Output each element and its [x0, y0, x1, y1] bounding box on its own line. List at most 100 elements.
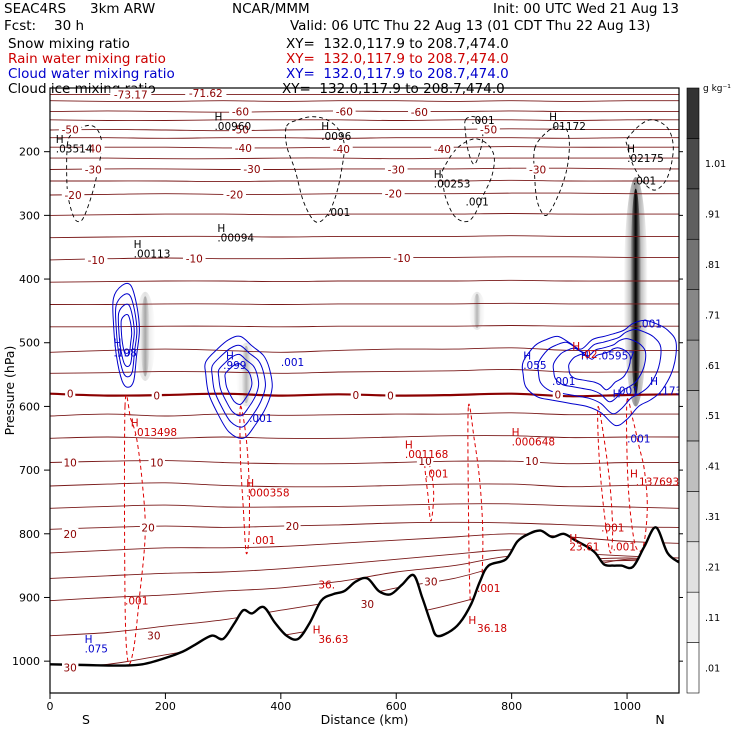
- isotherm-label-bg: [61, 456, 79, 468]
- shading-patch-core: [630, 188, 642, 395]
- colorbar-segment: [686, 491, 700, 543]
- isotherm-label: -20: [226, 189, 243, 201]
- isotherm-label: -50: [480, 124, 497, 136]
- colorbar-label: .81: [705, 260, 720, 271]
- isotherm-label: -30: [529, 165, 546, 177]
- y-tick-label: 600: [19, 400, 40, 413]
- temperature-isotherms: [50, 93, 679, 668]
- isotherm-line: [50, 100, 679, 102]
- plot-frame: [49, 87, 680, 694]
- contour-annotation-cloud: H: [650, 376, 658, 388]
- isotherm-label: 0: [387, 391, 394, 403]
- isotherm-label-bg: [229, 105, 252, 117]
- x-tick-label: 400: [270, 700, 291, 713]
- isotherm-label-bg: [185, 88, 227, 99]
- isotherm-label-bg: [65, 387, 76, 399]
- contour-annotation-rain: .013498: [134, 427, 177, 439]
- terrain-fill: [50, 527, 679, 693]
- contour-annotation-cloud: .001: [281, 357, 304, 369]
- isotherm-line: [50, 460, 679, 465]
- isotherm-label: -50: [232, 124, 249, 136]
- isotherm-label: -50: [62, 124, 79, 136]
- isotherm-label-bg: [359, 597, 376, 609]
- isotherm-label: 30: [64, 663, 77, 675]
- isotherm-label-bg: [139, 521, 157, 533]
- contour-annotation-rain: H: [313, 624, 321, 636]
- colorbar-segment: [686, 289, 700, 341]
- mixing-ratio-shading: [135, 177, 648, 407]
- contour-annotation-rain: H: [468, 615, 476, 627]
- fcst-label: Fcst:: [4, 18, 37, 34]
- isotherm-label-bg: [526, 163, 549, 175]
- colorbar-segment: [686, 440, 700, 492]
- contour-annotation-cloud: .001: [616, 386, 639, 398]
- isotherm-label: 30: [424, 577, 437, 589]
- isotherm-line: [50, 503, 679, 509]
- isotherm-label-bg: [350, 388, 361, 400]
- colorbar-segment: [686, 188, 700, 240]
- isotherm-line: [50, 235, 679, 239]
- contour-annotation-snow: .001: [327, 207, 350, 219]
- contour-annotation-cloud: .05957: [598, 350, 635, 362]
- field-name-cloud-water: Cloud water mixing ratio: [8, 66, 175, 82]
- isotherm-label: 10: [150, 457, 163, 469]
- contour-annotation-rain: 36.63: [318, 634, 348, 646]
- y-tick-label: 900: [19, 591, 40, 604]
- isotherm-label: -40: [434, 144, 451, 156]
- isotherm-label: 0: [67, 389, 74, 401]
- rain-contour: [424, 456, 435, 522]
- snow-contour: [625, 119, 674, 191]
- contour-annotation-snow: H: [321, 121, 329, 133]
- contour-annotation-snow: H: [56, 134, 64, 146]
- contour-annotation-cloud: H: [613, 389, 621, 401]
- isotherm-line: [50, 392, 679, 398]
- contour-annotation-rain: H: [246, 478, 254, 490]
- isotherm-label: 10: [418, 456, 431, 468]
- x-axis-label: Distance (km): [321, 712, 409, 727]
- contour-annotation-cloud: .173: [659, 386, 682, 398]
- isotherm-label: -60: [232, 107, 249, 119]
- field-name-rain: Rain water mixing ratio: [8, 51, 166, 67]
- colorbar-label: .21: [705, 562, 720, 573]
- isotherm-line: [50, 192, 679, 196]
- contour-labels: -73.17 -71.62 -60 -60 -60 -50 -50 -50 -40 -40 -40 -…: [56, 88, 682, 675]
- isotherm-line: [50, 521, 679, 530]
- isotherm-label: -10: [393, 253, 410, 265]
- isotherm-label-bg: [431, 143, 454, 155]
- cloud-water-contour: [211, 344, 266, 428]
- contour-annotation-cloud: H: [226, 350, 234, 362]
- isotherm-label: -60: [336, 107, 353, 119]
- contour-annotation-rain: .001: [477, 583, 500, 595]
- contour-annotation-rain: .001: [601, 522, 624, 534]
- isotherm-label: -60: [411, 107, 428, 119]
- colorbar-segment: [686, 541, 700, 593]
- field-xy-cloud-ice: XY= 132.0,117.9 to 208.7,474.0: [282, 81, 505, 97]
- isotherm-line: [50, 412, 679, 417]
- contour-annotation-snow: H: [217, 223, 225, 235]
- isotherm-label-bg: [148, 456, 165, 468]
- contour-annotation-cloud: .055: [523, 360, 546, 372]
- isotherm-label: -73.17: [114, 89, 148, 101]
- isotherm-label-bg: [422, 575, 440, 587]
- colorbar-segment: [686, 87, 700, 139]
- contour-annotation-snow: .00113: [134, 249, 171, 261]
- field-xy-cloud-water: XY= 132.0,117.9 to 208.7,474.0: [286, 66, 509, 82]
- contour-annotation-snow: .001: [633, 175, 656, 187]
- contour-annotation-snow: H: [627, 144, 635, 156]
- contour-annotation-snow: .02175: [627, 153, 664, 165]
- contour-annotation-cloud: .999: [223, 360, 246, 372]
- contour-annotation-cloud: H: [113, 338, 121, 350]
- axis-end-label-south: S: [82, 712, 90, 727]
- cloud-water-contour: [568, 347, 631, 391]
- isotherm-label: -30: [85, 165, 102, 177]
- isotherm-label-bg: [223, 188, 246, 200]
- colorbar-label: .61: [705, 361, 720, 372]
- colorbar-segment: [686, 138, 700, 190]
- colorbar: .01 .11 .21 .31 .41 .51 .61 .71 .81 .91 1.01 g kg⁻¹: [686, 84, 731, 694]
- x-tick-label: 200: [155, 700, 176, 713]
- colorbar-label: .11: [705, 613, 720, 624]
- isotherm-label: 0: [353, 390, 360, 402]
- cloud-water-contour: [114, 293, 138, 378]
- snow-contour: [284, 116, 345, 223]
